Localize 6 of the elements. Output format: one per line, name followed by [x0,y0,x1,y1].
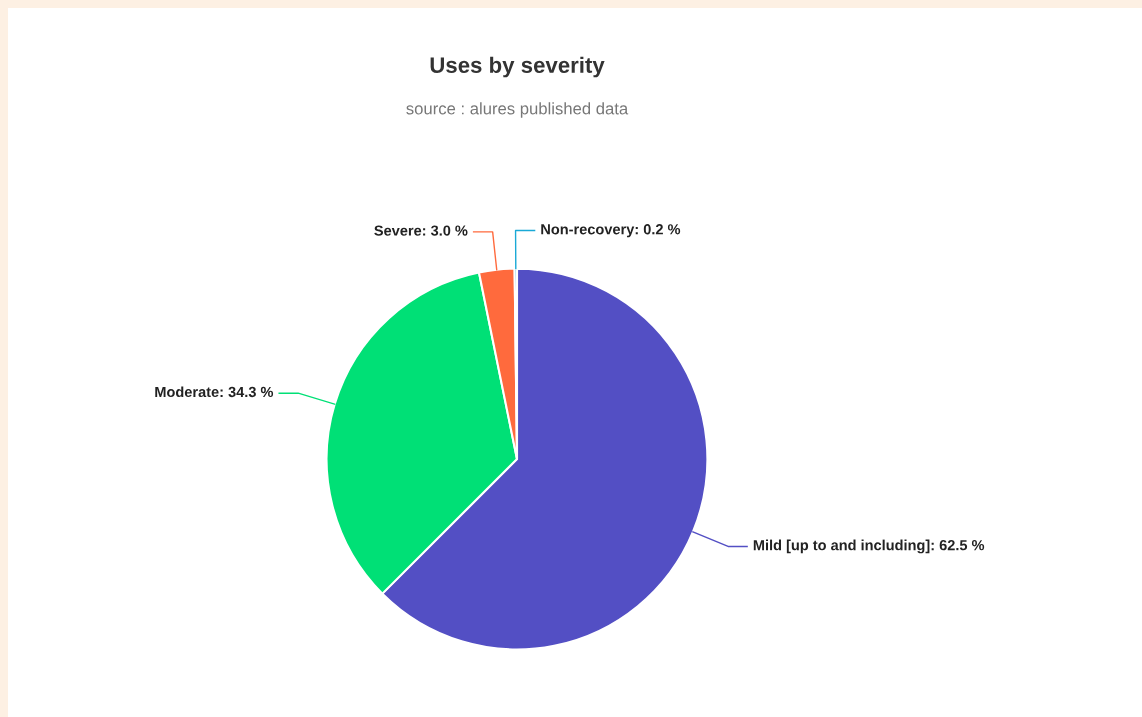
slice-label: Moderate: 34.3 % [155,386,274,398]
slice-label: Mild [up to and including]: 62.5 % [753,539,985,554]
chart-subtitle: source : alures published data [406,102,629,118]
chart-title: Uses by severity [430,56,605,78]
slice-label: Severe: 3.0 % [374,225,468,236]
slice-label: Non-recovery: 0.2 % [541,224,681,238]
